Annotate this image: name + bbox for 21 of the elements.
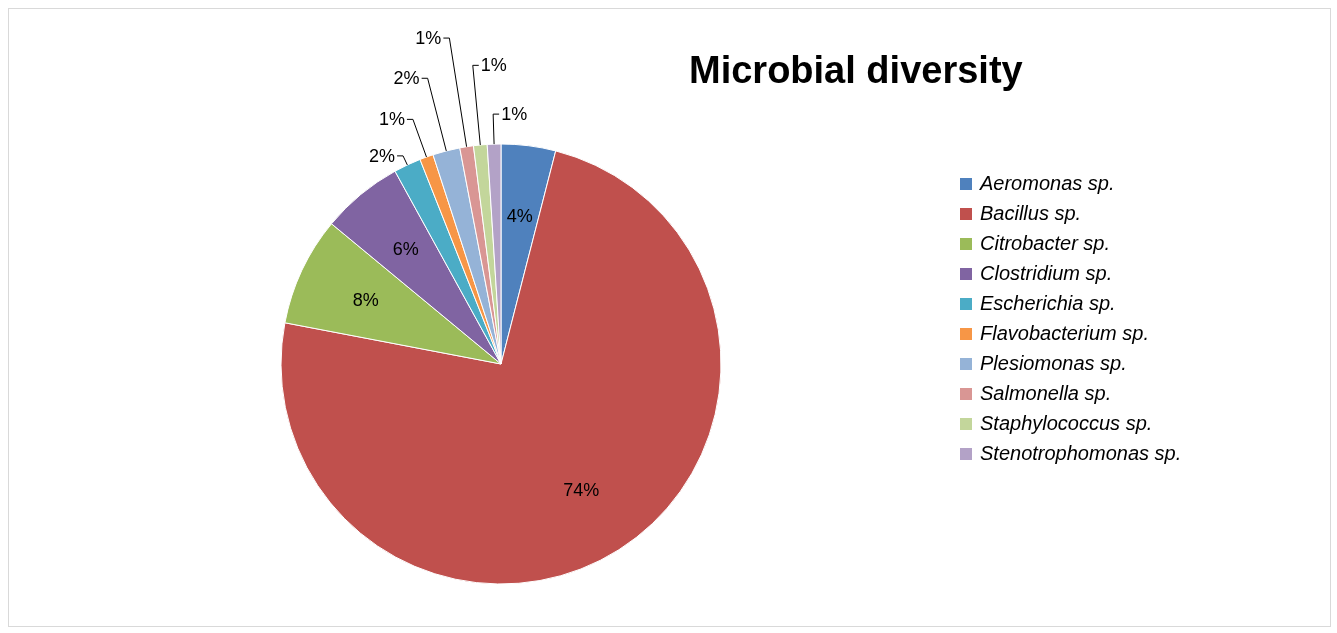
- data-label: 74%: [563, 480, 600, 501]
- data-label: 6%: [392, 238, 419, 259]
- legend-label: Staphylococcus sp.: [980, 411, 1153, 434]
- legend-label: Stenotrophomonas sp.: [980, 441, 1182, 464]
- data-label: 1%: [378, 109, 405, 130]
- legend-label: Salmonella sp.: [980, 381, 1112, 404]
- legend-label: Escherichia sp.: [980, 291, 1116, 314]
- data-label: 8%: [352, 290, 379, 311]
- data-label: 4%: [506, 205, 533, 226]
- legend-label: Clostridium sp.: [980, 261, 1113, 284]
- data-label: 2%: [393, 68, 420, 89]
- legend-label: Flavobacterium sp.: [980, 321, 1149, 344]
- legend-label: Plesiomonas sp.: [980, 351, 1127, 374]
- data-label: 1%: [501, 104, 528, 125]
- data-label: 1%: [415, 28, 442, 49]
- legend-label: Bacillus sp.: [980, 201, 1082, 224]
- data-label: 2%: [369, 145, 396, 166]
- text: Microbial diversity: [689, 49, 1023, 92]
- legend-label: Citrobacter sp.: [980, 231, 1111, 254]
- data-label: 1%: [480, 55, 507, 76]
- legend-label: Aeromonas sp.: [980, 171, 1115, 194]
